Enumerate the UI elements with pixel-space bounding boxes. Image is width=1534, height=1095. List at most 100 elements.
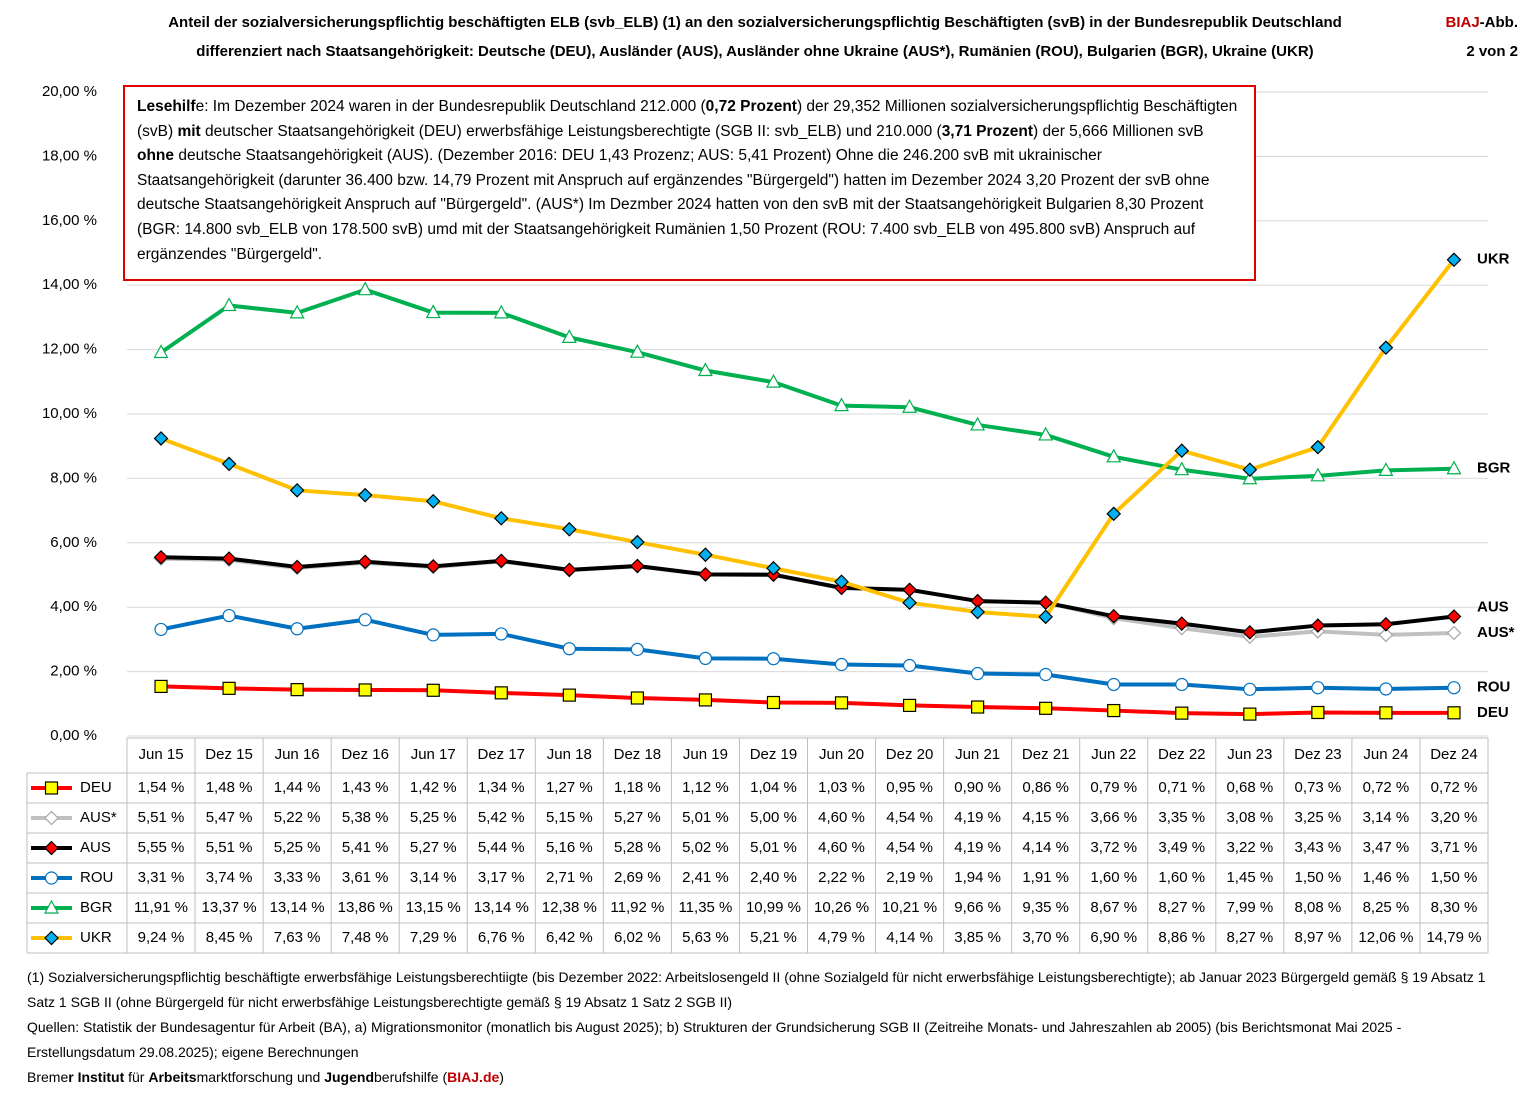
- table-cell: 1,48 %: [206, 779, 253, 796]
- table-cell: 1,04 %: [750, 779, 797, 796]
- marker: [289, 559, 305, 575]
- table-cell: 3,74 %: [206, 869, 253, 886]
- marker: [971, 666, 985, 681]
- marker: [154, 679, 168, 694]
- table-cell: 1,27 %: [546, 779, 593, 796]
- x-tick-label: Dez 21: [1022, 746, 1070, 763]
- table-cell: 7,29 %: [410, 929, 457, 946]
- x-tick-label: Dez 23: [1294, 746, 1342, 763]
- marker: [1174, 616, 1190, 631]
- marker: [357, 487, 373, 503]
- marker: [43, 899, 60, 914]
- table-cell: 3,17 %: [478, 869, 525, 886]
- table-cell: 5,28 %: [614, 839, 661, 856]
- table-cell: 4,14 %: [886, 929, 933, 946]
- x-tick-label: Dez 20: [886, 746, 934, 763]
- marker: [1106, 608, 1122, 624]
- table-cell: 3,71 %: [1431, 839, 1478, 856]
- y-tick-label: 14,00 %: [42, 276, 97, 293]
- figure-label: BIAJ-Abb.: [1445, 14, 1518, 31]
- table-cell: 3,49 %: [1158, 839, 1205, 856]
- table-cell: 4,19 %: [954, 839, 1001, 856]
- text-part: e: Im Dezember 2024 waren in der Bundesr…: [195, 98, 706, 115]
- series-line: [160, 258, 1456, 619]
- marker: [1311, 705, 1325, 720]
- marker: [1106, 506, 1122, 522]
- table-cell: 3,72 %: [1090, 839, 1137, 856]
- text-part: marktforschung und: [196, 1069, 325, 1085]
- table-cell: 1,60 %: [1158, 869, 1205, 886]
- y-tick-label: 16,00 %: [42, 212, 97, 229]
- table-cell: 13,37 %: [202, 899, 257, 916]
- text-part: BIAJ.de: [447, 1069, 500, 1085]
- table-cell: 5,44 %: [478, 839, 525, 856]
- x-tick-label: Dez 24: [1430, 746, 1478, 763]
- table-cell: 3,25 %: [1295, 809, 1342, 826]
- table-cell: 0,73 %: [1295, 779, 1342, 796]
- marker: [44, 840, 59, 856]
- text-part: deutsche Staatsangehörigkeit (AUS). (Dez…: [137, 147, 1210, 263]
- table-cell: 3,66 %: [1090, 809, 1137, 826]
- table-cell: 5,47 %: [206, 809, 253, 826]
- x-tick-label: Jun 21: [955, 746, 1000, 763]
- table-cell: 5,00 %: [750, 809, 797, 826]
- table-cell: 5,01 %: [682, 809, 729, 826]
- marker: [1242, 462, 1258, 478]
- table-cell: 0,72 %: [1431, 779, 1478, 796]
- table-cell: 12,06 %: [1358, 929, 1413, 946]
- marker: [1243, 682, 1257, 696]
- marker: [1310, 467, 1326, 482]
- table-cell: 8,86 %: [1158, 929, 1205, 946]
- text-part: deutscher Staatsangehörigkeit (DEU) erwe…: [200, 122, 942, 140]
- marker: [902, 398, 918, 413]
- marker: [1039, 667, 1053, 682]
- marker: [425, 304, 441, 319]
- table-cell: 1,03 %: [818, 779, 865, 796]
- y-tick-label: 20,00 %: [42, 83, 97, 100]
- marker: [834, 696, 849, 710]
- legend-label: AUS*: [80, 809, 117, 826]
- marker: [1038, 609, 1054, 625]
- text-part: Quellen: Statistik der Bundesagentur für…: [27, 1019, 1402, 1060]
- marker: [493, 510, 509, 526]
- marker: [493, 304, 509, 319]
- marker: [153, 549, 169, 565]
- x-tick-label: Dez 17: [478, 746, 526, 763]
- table-cell: 13,86 %: [338, 899, 393, 916]
- table-cell: 13,14 %: [270, 899, 325, 916]
- table-cell: 2,40 %: [750, 869, 797, 886]
- table-cell: 0,68 %: [1226, 779, 1273, 796]
- marker: [970, 604, 985, 620]
- table-cell: 1,94 %: [954, 869, 1001, 886]
- table-cell: 8,25 %: [1363, 899, 1410, 916]
- table-cell: 9,24 %: [138, 929, 185, 946]
- x-tick-label: Dez 16: [341, 746, 389, 763]
- figure-label-part: BIAJ: [1445, 14, 1479, 31]
- marker: [493, 553, 509, 569]
- legend-label: ROU: [80, 869, 113, 886]
- legend-label: BGR: [80, 899, 113, 916]
- table-cell: 4,15 %: [1022, 809, 1069, 826]
- table-cell: 4,60 %: [818, 809, 865, 826]
- marker: [1379, 682, 1393, 696]
- x-tick-label: Jun 19: [683, 746, 728, 763]
- marker: [222, 681, 236, 695]
- marker: [698, 567, 713, 582]
- marker: [153, 344, 169, 359]
- x-tick-label: Jun 15: [139, 746, 184, 763]
- y-tick-label: 18,00 %: [42, 147, 97, 164]
- table-cell: 3,31 %: [138, 869, 185, 886]
- table-cell: 5,21 %: [750, 929, 797, 946]
- x-tick-label: Jun 18: [547, 746, 592, 763]
- marker: [1378, 462, 1394, 476]
- legend-label: AUS: [80, 839, 111, 856]
- table-cell: 5,51 %: [138, 809, 185, 826]
- marker: [1038, 426, 1054, 441]
- marker: [153, 431, 169, 446]
- table-cell: 10,21 %: [882, 899, 937, 916]
- table-cell: 4,19 %: [954, 809, 1001, 826]
- table-cell: 2,71 %: [546, 869, 593, 886]
- table-cell: 0,71 %: [1158, 779, 1205, 796]
- marker: [970, 416, 986, 431]
- table-cell: 3,43 %: [1295, 839, 1342, 856]
